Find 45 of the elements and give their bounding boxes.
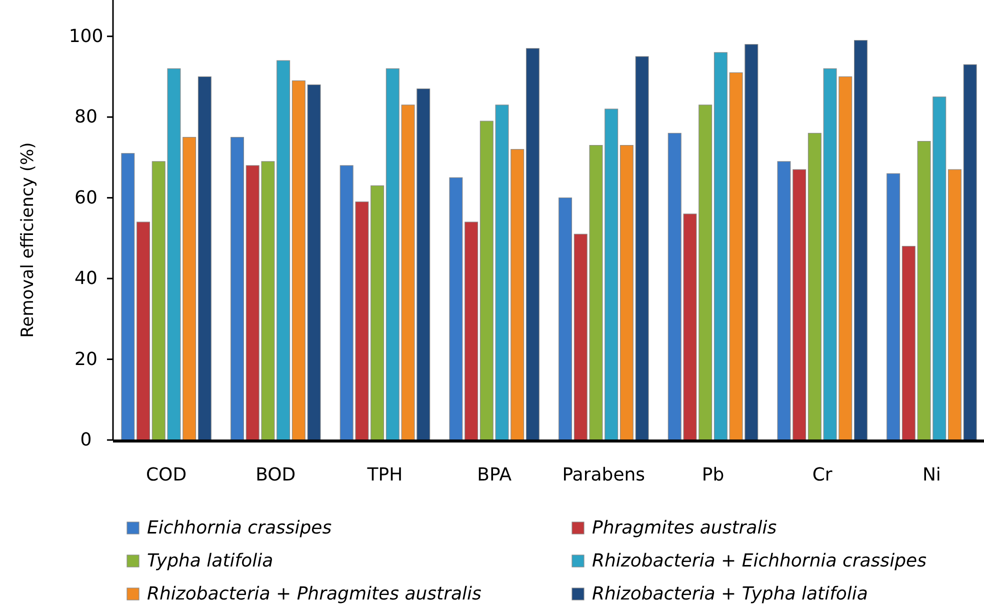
x-tick-label: Parabens xyxy=(562,464,646,486)
y-tick-label: 0 xyxy=(80,430,92,450)
x-tick-label: COD xyxy=(146,464,187,486)
y-tick-label: 60 xyxy=(74,187,98,208)
bar xyxy=(307,84,321,440)
x-tick-label: TPH xyxy=(366,464,403,486)
x-tick-label: BOD xyxy=(256,464,296,486)
legend-label: Rhizobacteria + Eichhornia crassipes xyxy=(592,550,926,572)
bar xyxy=(198,76,212,440)
bar xyxy=(714,52,728,440)
bar xyxy=(886,173,900,440)
bar xyxy=(854,40,868,440)
bar xyxy=(182,136,196,440)
legend-label: Typha latifolia xyxy=(147,550,274,572)
y-tick-label: 80 xyxy=(74,106,98,128)
bar xyxy=(948,169,962,440)
bar xyxy=(276,60,290,440)
y-tick-label: 100 xyxy=(68,26,104,47)
bar xyxy=(620,145,634,440)
bar xyxy=(136,222,150,440)
legend-label: Eichhornia crassipes xyxy=(147,518,332,538)
bar xyxy=(808,132,822,440)
bar xyxy=(792,169,806,440)
bar xyxy=(121,153,135,440)
bar xyxy=(635,56,649,440)
bar xyxy=(449,177,463,440)
bar xyxy=(464,222,478,440)
x-tick-label: Cr xyxy=(812,464,833,486)
bar xyxy=(902,246,916,440)
y-tick-label: 40 xyxy=(74,268,98,290)
bar xyxy=(370,185,384,440)
x-tick-label: Ni xyxy=(922,464,941,486)
x-tick-label: Pb xyxy=(702,464,724,486)
legend-label: Rhizobacteria + Typha latifolia xyxy=(592,584,868,604)
bar xyxy=(230,136,244,440)
legend-label: Rhizobacteria + Phragmites australis xyxy=(147,584,482,604)
bar xyxy=(777,161,791,440)
y-tick-label: 20 xyxy=(74,348,98,370)
x-tick-label: BPA xyxy=(477,464,512,486)
y-axis-title: Removal efficiency (%) xyxy=(18,142,38,338)
bar xyxy=(558,198,572,440)
bar xyxy=(526,48,540,440)
bar xyxy=(292,80,306,440)
bar xyxy=(963,64,977,440)
legend-label: Phragmites australis xyxy=(592,518,777,538)
